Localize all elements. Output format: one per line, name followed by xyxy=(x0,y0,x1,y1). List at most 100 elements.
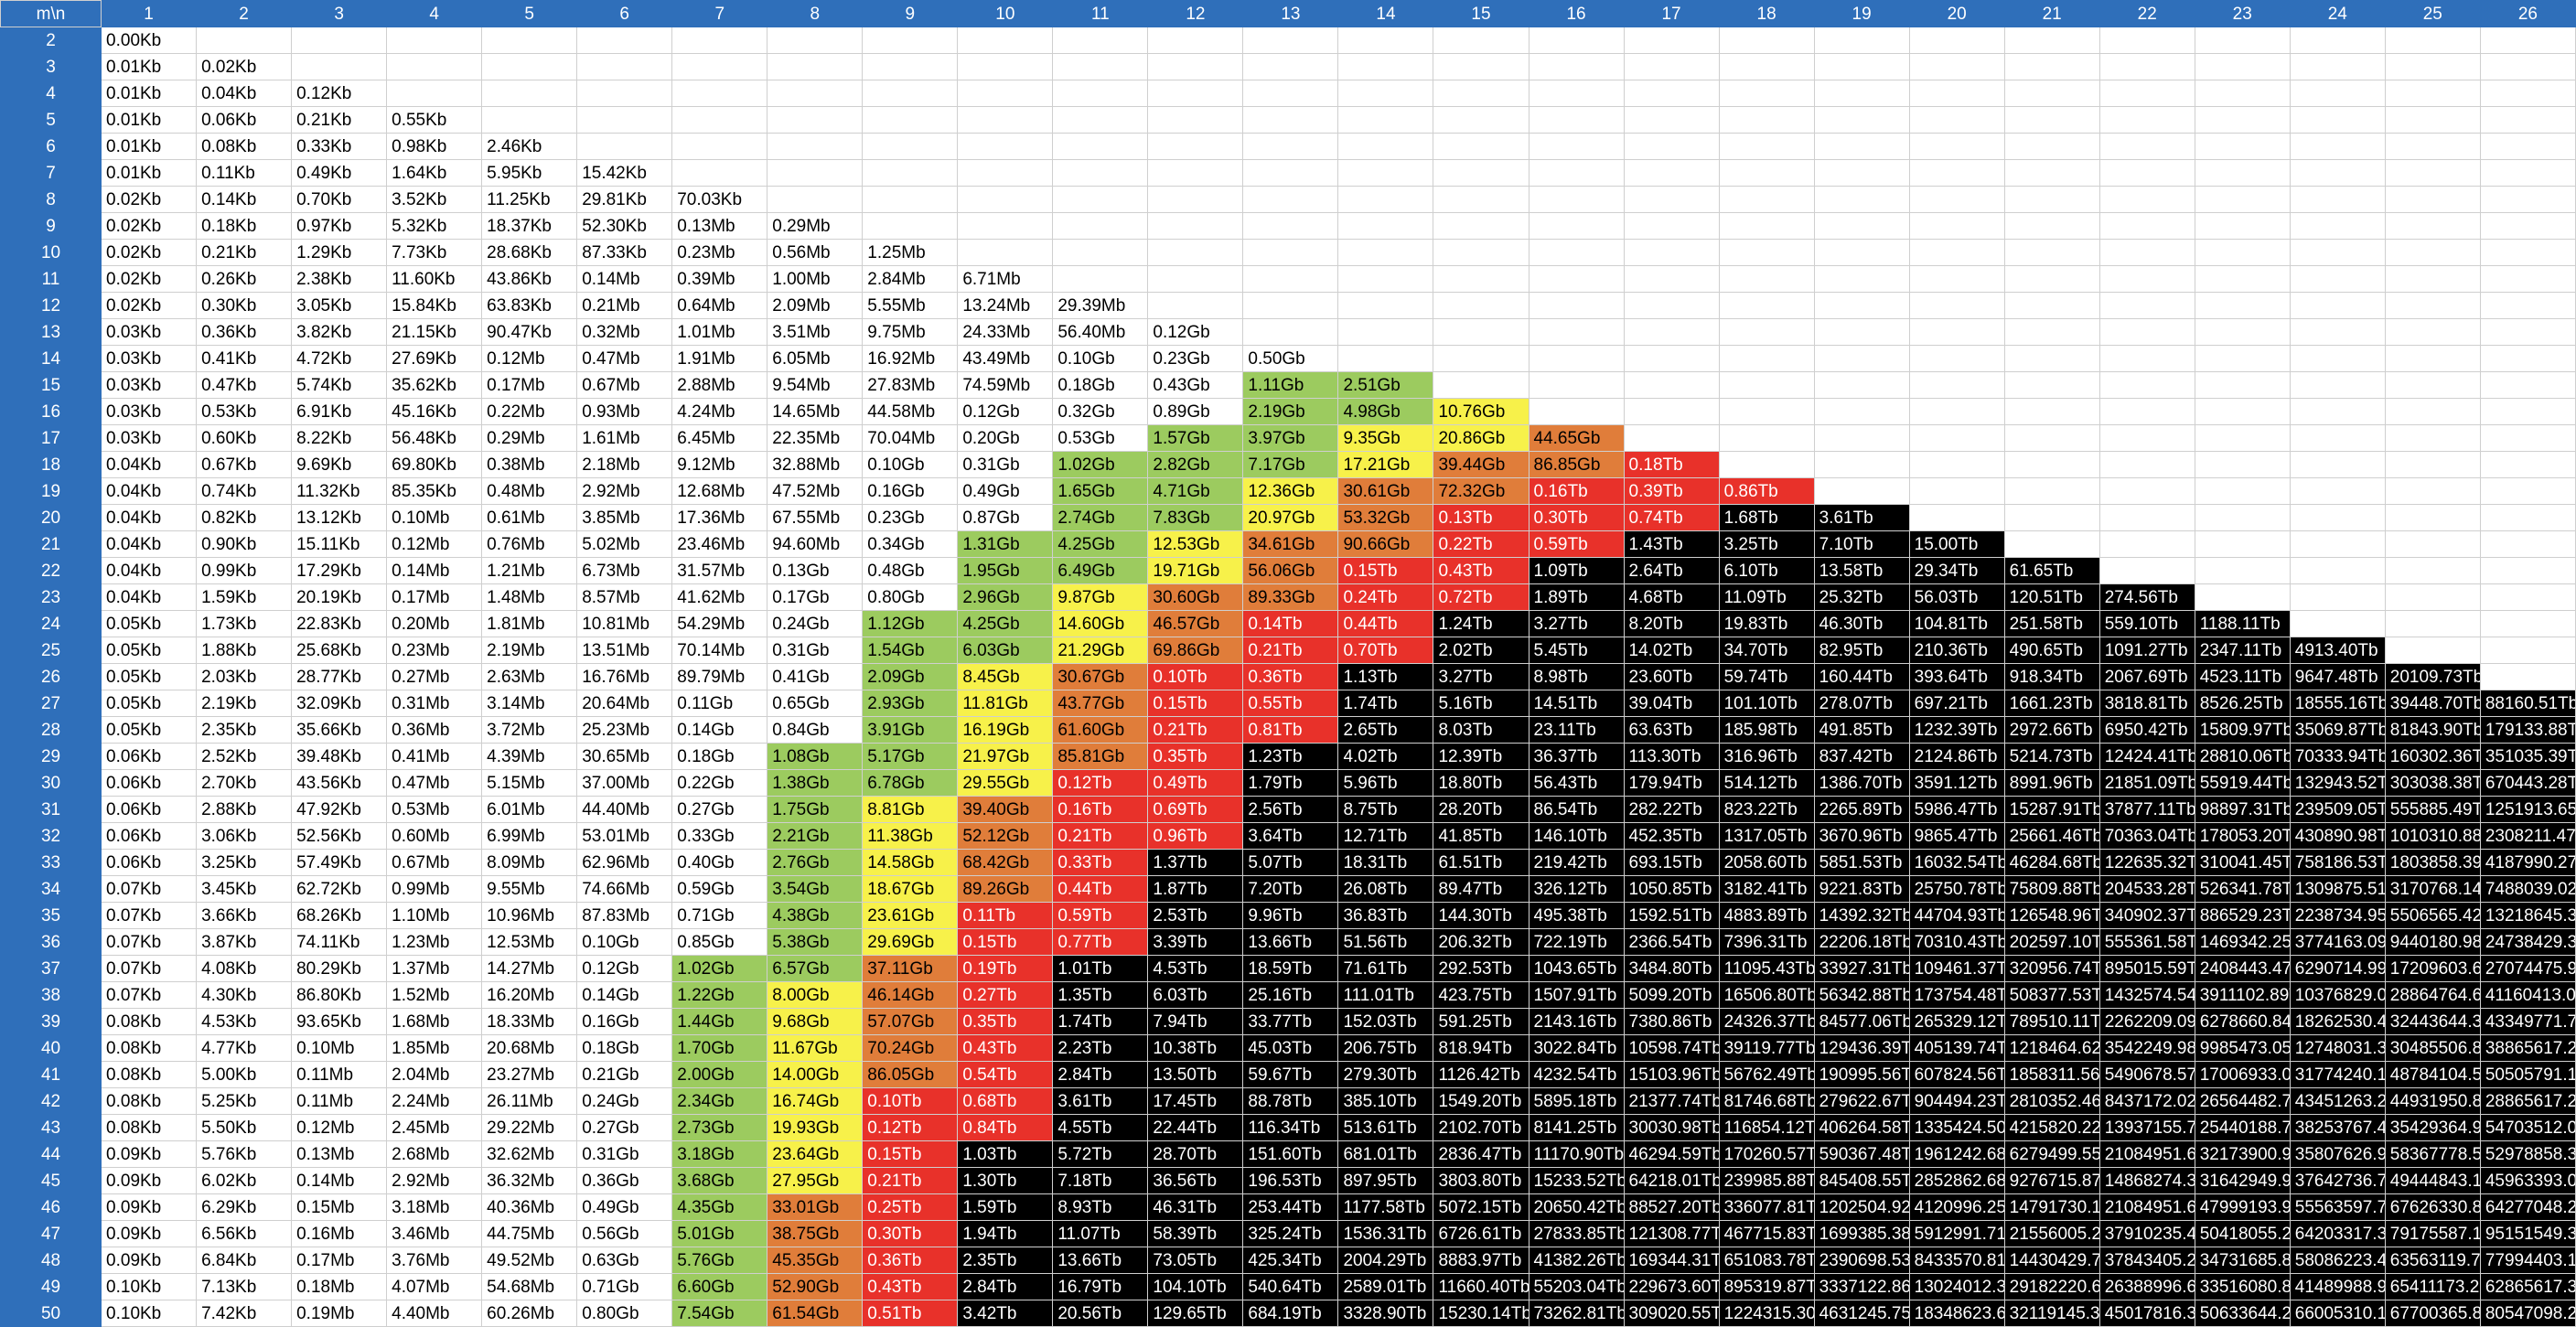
grid-cell[interactable]: 1.23Mb xyxy=(386,928,483,956)
grid-cell[interactable]: 121308.77Tb xyxy=(1623,1220,1720,1247)
grid-cell[interactable]: 279.30Tb xyxy=(1337,1061,1434,1088)
grid-cell[interactable]: 40.36Mb xyxy=(481,1193,578,1221)
grid-cell[interactable]: 1.59Kb xyxy=(196,583,293,611)
row-header[interactable]: 39 xyxy=(0,1008,102,1035)
grid-cell[interactable] xyxy=(1147,106,1244,134)
grid-cell[interactable]: 1.00Mb xyxy=(767,265,864,293)
grid-cell[interactable]: 43.49Mb xyxy=(957,345,1054,372)
grid-cell[interactable] xyxy=(2194,106,2291,134)
grid-cell[interactable] xyxy=(1147,80,1244,107)
grid-cell[interactable]: 0.41Kb xyxy=(196,345,293,372)
grid-cell[interactable]: 8.57Mb xyxy=(576,583,673,611)
grid-cell[interactable]: 63.63Tb xyxy=(1623,716,1720,744)
grid-cell[interactable]: 2.02Tb xyxy=(1433,637,1530,664)
grid-cell[interactable] xyxy=(1623,80,1720,107)
grid-cell[interactable]: 1.68Tb xyxy=(1718,504,1815,531)
grid-cell[interactable]: 1010310.88Tb xyxy=(2384,822,2481,850)
grid-cell[interactable]: 0.85Gb xyxy=(671,928,768,956)
grid-cell[interactable]: 3.06Kb xyxy=(196,822,293,850)
grid-cell[interactable]: 0.49Tb xyxy=(1147,769,1244,797)
grid-cell[interactable]: 17.29Kb xyxy=(291,557,388,584)
grid-cell[interactable]: 63.83Kb xyxy=(481,292,578,319)
grid-cell[interactable]: 4.71Gb xyxy=(1147,477,1244,505)
grid-cell[interactable] xyxy=(1433,106,1530,134)
grid-cell[interactable] xyxy=(862,186,959,213)
grid-cell[interactable]: 0.12Tb xyxy=(1052,769,1149,797)
grid-cell[interactable]: 14868274.33Tb xyxy=(2098,1167,2195,1194)
grid-cell[interactable]: 0.40Gb xyxy=(671,849,768,876)
grid-cell[interactable]: 0.07Kb xyxy=(101,902,198,929)
grid-cell[interactable] xyxy=(2479,186,2576,213)
grid-cell[interactable]: 897.95Tb xyxy=(1337,1167,1434,1194)
grid-cell[interactable] xyxy=(1813,133,1910,160)
grid-cell[interactable]: 0.24Gb xyxy=(576,1087,673,1115)
grid-cell[interactable]: 39.40Gb xyxy=(957,796,1054,823)
grid-cell[interactable]: 12424.41Tb xyxy=(2098,743,2195,770)
grid-cell[interactable]: 11.81Gb xyxy=(957,690,1054,717)
grid-cell[interactable]: 2.35Kb xyxy=(196,716,293,744)
grid-cell[interactable] xyxy=(1147,265,1244,293)
grid-cell[interactable] xyxy=(2479,27,2576,54)
grid-cell[interactable] xyxy=(1623,212,1720,240)
grid-cell[interactable] xyxy=(2098,212,2195,240)
grid-cell[interactable]: 274.56Tb xyxy=(2098,583,2195,611)
grid-cell[interactable] xyxy=(1052,159,1149,187)
grid-cell[interactable]: 15.84Kb xyxy=(386,292,483,319)
grid-cell[interactable] xyxy=(2289,504,2386,531)
grid-cell[interactable]: 2.84Mb xyxy=(862,265,959,293)
grid-cell[interactable]: 0.27Gb xyxy=(671,796,768,823)
grid-cell[interactable]: 430890.98Tb xyxy=(2289,822,2386,850)
grid-cell[interactable]: 0.96Tb xyxy=(1147,822,1244,850)
grid-cell[interactable]: 0.99Kb xyxy=(196,557,293,584)
grid-cell[interactable]: 9647.48Tb xyxy=(2289,663,2386,690)
grid-cell[interactable] xyxy=(386,53,483,80)
grid-cell[interactable]: 3.25Kb xyxy=(196,849,293,876)
grid-cell[interactable] xyxy=(2384,53,2481,80)
grid-cell[interactable]: 0.12Mb xyxy=(481,345,578,372)
grid-cell[interactable]: 1592.51Tb xyxy=(1623,902,1720,929)
grid-cell[interactable]: 178053.20Tb xyxy=(2194,822,2291,850)
grid-cell[interactable] xyxy=(1718,133,1815,160)
grid-cell[interactable]: 0.04Kb xyxy=(101,451,198,478)
grid-cell[interactable]: 0.15Tb xyxy=(957,928,1054,956)
grid-cell[interactable]: 2.03Kb xyxy=(196,663,293,690)
grid-cell[interactable] xyxy=(2384,239,2481,266)
grid-cell[interactable]: 6278660.84Tb xyxy=(2194,1008,2291,1035)
grid-cell[interactable]: 310041.45Tb xyxy=(2194,849,2291,876)
grid-cell[interactable]: 0.32Gb xyxy=(1052,398,1149,425)
grid-cell[interactable]: 904494.23Tb xyxy=(1908,1087,2005,1115)
grid-cell[interactable] xyxy=(2289,530,2386,558)
grid-cell[interactable] xyxy=(291,27,388,54)
grid-cell[interactable]: 0.84Gb xyxy=(767,716,864,744)
grid-cell[interactable]: 5506565.42Tb xyxy=(2384,902,2481,929)
column-header[interactable]: 21 xyxy=(2003,0,2100,27)
grid-cell[interactable] xyxy=(1908,318,2005,346)
grid-cell[interactable]: 88.78Tb xyxy=(1242,1087,1339,1115)
grid-cell[interactable]: 1.85Mb xyxy=(386,1034,483,1062)
grid-cell[interactable]: 3.52Kb xyxy=(386,186,483,213)
grid-cell[interactable]: 1.01Mb xyxy=(671,318,768,346)
grid-cell[interactable]: 18348623.61Tb xyxy=(1908,1300,2005,1327)
grid-cell[interactable]: 39448.70Tb xyxy=(2384,690,2481,717)
grid-cell[interactable]: 2067.69Tb xyxy=(2098,663,2195,690)
grid-cell[interactable] xyxy=(671,133,768,160)
grid-cell[interactable] xyxy=(2384,265,2481,293)
grid-cell[interactable]: 0.10Gb xyxy=(576,928,673,956)
grid-cell[interactable]: 53.32Gb xyxy=(1337,504,1434,531)
grid-cell[interactable] xyxy=(2194,557,2291,584)
grid-cell[interactable]: 28.68Kb xyxy=(481,239,578,266)
grid-cell[interactable] xyxy=(2289,371,2386,399)
grid-cell[interactable] xyxy=(767,106,864,134)
grid-cell[interactable]: 29.55Gb xyxy=(957,769,1054,797)
grid-cell[interactable]: 93.65Kb xyxy=(291,1008,388,1035)
grid-cell[interactable]: 1.10Mb xyxy=(386,902,483,929)
grid-cell[interactable]: 1.88Kb xyxy=(196,637,293,664)
grid-cell[interactable]: 336077.81Tb xyxy=(1718,1193,1815,1221)
grid-cell[interactable]: 144.30Tb xyxy=(1433,902,1530,929)
grid-cell[interactable] xyxy=(1908,345,2005,372)
grid-cell[interactable]: 36.32Mb xyxy=(481,1167,578,1194)
grid-cell[interactable] xyxy=(957,212,1054,240)
grid-cell[interactable]: 2.92Mb xyxy=(386,1167,483,1194)
grid-cell[interactable] xyxy=(2003,398,2100,425)
grid-cell[interactable]: 1126.42Tb xyxy=(1433,1061,1530,1088)
